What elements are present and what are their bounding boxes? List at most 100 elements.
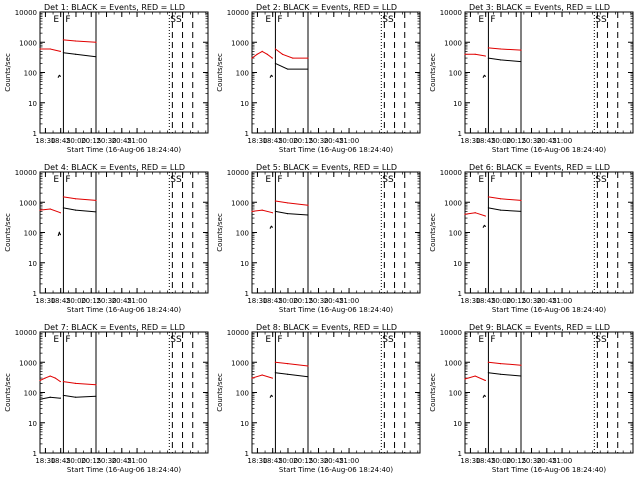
events-data-point xyxy=(269,76,271,78)
events-series-line xyxy=(488,372,522,377)
y-tick-label: 10 xyxy=(28,420,37,428)
detector-panel-2: Det 2: BLACK = Events, RED = LLD 1 10 100 10… xyxy=(216,3,421,154)
y-tick-label: 1000 xyxy=(19,39,37,47)
events-data-point xyxy=(520,375,522,377)
lld-data-point xyxy=(39,209,41,211)
flag-label: F xyxy=(65,335,70,345)
events-data-point xyxy=(95,56,97,58)
x-tick-label: 18:30 xyxy=(35,457,55,465)
lld-series-line xyxy=(39,375,61,383)
y-tick-label: 1 xyxy=(33,290,37,298)
events-data-point xyxy=(482,396,484,398)
events-data-point xyxy=(484,225,486,227)
x-tick-label: 20:30 xyxy=(308,457,328,465)
y-tick-label: 1 xyxy=(245,290,249,298)
panel-title: Det 5: BLACK = Events, RED = LLD xyxy=(256,163,397,172)
events-series-line xyxy=(63,207,97,213)
y-tick-label: 10 xyxy=(28,260,37,268)
lld-data-point xyxy=(54,377,56,379)
events-data-point xyxy=(500,373,502,375)
x-tick-label: 18:30 xyxy=(35,297,55,305)
x-tick-label: 20:45 xyxy=(324,137,344,145)
y-tick-label: 10 xyxy=(453,260,462,268)
y-tick-label: 100 xyxy=(449,230,462,238)
y-tick-label: 100 xyxy=(24,390,37,398)
x-tick-label: 20:15 xyxy=(81,297,101,305)
events-data-point xyxy=(271,395,273,397)
lld-data-point xyxy=(251,210,253,212)
lld-data-point xyxy=(59,50,61,52)
y-tick-label: 10000 xyxy=(440,169,462,177)
y-tick-label: 10000 xyxy=(15,169,37,177)
x-tick-label: 20:15 xyxy=(506,137,526,145)
flag-label: E xyxy=(478,15,484,25)
events-data-point xyxy=(62,52,65,54)
flag-label: SS xyxy=(170,15,182,25)
x-tick-label: 20:00 xyxy=(491,137,511,145)
events-data-point xyxy=(274,372,277,374)
lld-data-point xyxy=(520,364,522,366)
x-tick-label: 18:45 xyxy=(51,137,71,145)
flag-label: F xyxy=(65,15,70,25)
lld-data-point xyxy=(464,53,466,55)
y-axis-label: Counts/sec xyxy=(4,213,12,252)
lld-data-point xyxy=(487,196,490,198)
lld-series-line xyxy=(63,196,97,201)
y-tick-label: 100 xyxy=(24,230,37,238)
detector-panel-3: Det 3: BLACK = Events, RED = LLD 1 10 100 10… xyxy=(429,3,634,154)
flag-label: E xyxy=(53,15,59,25)
x-tick-label: 18:30 xyxy=(35,137,55,145)
y-tick-label: 1 xyxy=(458,450,462,458)
x-axis-label: Start Time (16-Aug-06 18:24:40) xyxy=(279,466,393,474)
x-tick-label: 21:00 xyxy=(339,457,359,465)
x-tick-label: 20:30 xyxy=(521,457,541,465)
y-axis-label: Counts/sec xyxy=(429,53,437,92)
flag-label: SS xyxy=(595,335,607,345)
events-data-point xyxy=(307,376,309,378)
detector-panel-9: Det 9: BLACK = Events, RED = LLD 1 10 100 10… xyxy=(429,323,634,474)
lld-data-point xyxy=(62,39,65,41)
x-tick-label: 20:45 xyxy=(112,297,132,305)
y-tick-label: 1000 xyxy=(231,199,249,207)
flag-label: E xyxy=(53,175,59,185)
x-tick-label: 20:15 xyxy=(293,457,313,465)
x-tick-label: 20:30 xyxy=(308,137,328,145)
x-tick-label: 18:45 xyxy=(263,297,283,305)
y-axis-label: Counts/sec xyxy=(4,53,12,92)
lld-series-line xyxy=(251,50,273,59)
x-tick-label: 20:00 xyxy=(278,297,298,305)
lld-data-point xyxy=(307,57,309,59)
lld-data-point xyxy=(261,50,263,52)
lld-data-point xyxy=(75,40,77,42)
lld-data-point xyxy=(44,377,46,379)
events-data-point xyxy=(274,210,277,212)
events-series-line xyxy=(63,52,97,58)
lld-data-point xyxy=(251,57,253,59)
events-data-point xyxy=(270,394,272,397)
x-axis-label: Start Time (16-Aug-06 18:24:40) xyxy=(492,306,606,314)
y-tick-label: 1000 xyxy=(19,359,37,367)
lld-series-line xyxy=(488,47,522,51)
flag-label: E xyxy=(478,335,484,345)
detector-panel-5: Det 5: BLACK = Events, RED = LLD 1 10 100 10… xyxy=(216,163,421,314)
events-series-line xyxy=(275,372,309,378)
x-tick-label: 21:00 xyxy=(127,137,147,145)
events-data-point xyxy=(269,396,271,398)
lld-series-line xyxy=(63,381,97,386)
x-axis-label: Start Time (16-Aug-06 18:24:40) xyxy=(279,146,393,154)
x-tick-label: 21:00 xyxy=(127,297,147,305)
panel-title: Det 9: BLACK = Events, RED = LLD xyxy=(469,323,610,332)
x-tick-label: 20:00 xyxy=(66,137,86,145)
events-series-line xyxy=(63,394,97,398)
y-tick-label: 10000 xyxy=(227,9,249,17)
y-tick-label: 1 xyxy=(245,450,249,458)
detector-panel-1: Det 1: BLACK = Events, RED = LLD 1 10 100 10… xyxy=(4,3,209,154)
lld-data-point xyxy=(95,41,97,43)
x-tick-label: 18:45 xyxy=(51,297,71,305)
x-tick-label: 20:30 xyxy=(521,297,541,305)
x-tick-label: 18:45 xyxy=(51,457,71,465)
lld-data-point xyxy=(59,212,61,214)
lld-data-point xyxy=(261,374,263,376)
flag-label: E xyxy=(53,335,59,345)
events-data-point xyxy=(59,397,61,399)
